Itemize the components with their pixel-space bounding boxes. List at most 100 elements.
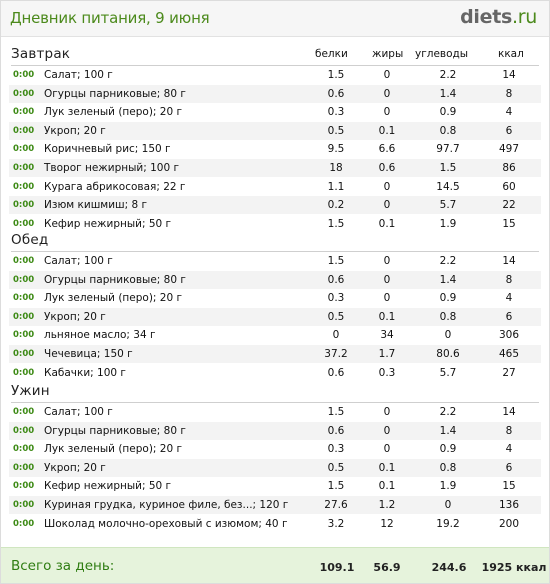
entry-time: 0:00 [13,462,35,473]
food-kcal: 8 [505,87,513,100]
food-row[interactable]: 0:00 Огурцы парниковые; 80 г 0.6 0 1.4 8 [9,270,541,289]
entry-time: 0:00 [13,256,35,266]
food-name: Огурцы парниковые; 80 г [44,87,186,100]
entry-time: 0:00 [13,88,35,99]
entry-time: 0:00 [13,218,35,229]
entry-time: 0:00 [13,70,35,80]
entry-time: 0:00 [13,274,35,285]
food-fat: 0 [383,273,391,286]
food-protein: 0.3 [327,292,345,305]
food-kcal: 15 [502,217,516,230]
entry-time: 0:00 [13,349,35,359]
food-row[interactable]: 0:00 Лук зеленый (перо); 20 г 0.3 0 0.9 4 [9,103,541,121]
entry-time: 0:00 [13,407,35,417]
food-row[interactable]: 0:00 Укроп; 20 г 0.5 0.1 0.8 6 [9,121,541,140]
food-row[interactable]: 0:00 Лук зеленый (перо); 20 г 0.3 0 0.9 4 [9,289,541,307]
entry-time: 0:00 [13,125,35,136]
food-kcal: 465 [498,348,520,360]
food-fat: 0 [383,106,391,119]
food-row[interactable]: 0:00 льняное масло; 34 г 0 34 0 306 [9,326,541,344]
food-protein: 1.5 [327,217,345,230]
food-row[interactable]: 0:00 Курага абрикосовая; 22 г 1.1 0 14.5 60 [9,178,541,196]
food-row[interactable]: 0:00 Лук зеленый (перо); 20 г 0.3 0 0.9 4 [9,440,541,458]
food-protein: 1.1 [327,180,345,193]
food-kcal: 497 [498,143,520,156]
food-fat: 12 [380,517,394,530]
food-kcal: 22 [502,199,516,212]
entry-time: 0:00 [13,311,35,322]
food-protein: 27.6 [324,499,348,511]
food-row[interactable]: 0:00 Укроп; 20 г 0.5 0.1 0.8 6 [9,458,541,477]
food-fat: 0 [383,406,391,418]
food-fat: 0.1 [378,124,396,137]
food-row[interactable]: 0:00 Кефир нежирный; 50 г 1.5 0.1 1.9 15 [9,477,541,495]
food-row[interactable]: 0:00 Кефир нежирный; 50 г 1.5 0.1 1.9 15 [9,215,541,233]
food-name: Творог нежирный; 100 г [44,162,179,174]
total-carbs: 244.6 [431,561,467,574]
food-name: Коричневый рис; 150 г [44,143,171,156]
entry-time: 0:00 [13,200,35,211]
food-row[interactable]: 0:00 Шоколад молочно-ореховый с изюмом; 4… [9,515,541,533]
food-row[interactable]: 0:00 Коричневый рис; 150 г 9.5 6.6 97.7 497 [9,140,541,158]
food-row[interactable]: 0:00 Творог нежирный; 100 г 18 0.6 1.5 86 [9,159,541,177]
food-carbs: 1.9 [439,217,457,230]
food-carbs: 1.5 [439,162,457,174]
entry-time: 0:00 [13,500,35,510]
food-name: Укроп; 20 г [44,310,106,323]
food-row[interactable]: 0:00 Кабачки; 100 г 0.6 0.3 5.7 27 [9,364,541,382]
food-row[interactable]: 0:00 Изюм кишмиш; 8 г 0.2 0 5.7 22 [9,196,541,215]
food-row[interactable]: 0:00 Салат; 100 г 1.5 0 2.2 14 [9,252,541,270]
food-carbs: 2.2 [439,69,457,81]
food-row[interactable]: 0:00 Огурцы парниковые; 80 г 0.6 0 1.4 8 [9,84,541,103]
food-protein: 0 [332,329,340,342]
food-fat: 0.1 [378,461,396,474]
food-row[interactable]: 0:00 Салат; 100 г 1.5 0 2.2 14 [9,403,541,421]
food-kcal: 6 [505,461,513,474]
entry-time: 0:00 [13,518,35,529]
food-carbs: 1.9 [439,480,457,493]
food-fat: 0 [383,69,391,81]
food-kcal: 60 [502,180,516,193]
entry-time: 0:00 [13,107,35,118]
page-header: Дневник питания, 9 июня diets.ru [1,1,549,37]
food-name: Салат; 100 г [44,406,113,418]
food-protein: 0.6 [327,273,345,286]
food-fat: 1.2 [378,499,396,511]
food-row[interactable]: 0:00 Салат; 100 г 1.5 0 2.2 14 [9,66,541,84]
food-fat: 0 [383,292,391,305]
food-name: Кефир нежирный; 50 г [44,217,172,230]
total-kcal: 1925 ккал [481,561,547,574]
food-name: Огурцы парниковые; 80 г [44,424,186,437]
food-kcal: 306 [498,329,520,342]
food-row[interactable]: 0:00 Чечевица; 150 г 37.2 1.7 80.6 465 [9,345,541,363]
entry-time: 0:00 [13,163,35,173]
food-row[interactable]: 0:00 Огурцы парниковые; 80 г 0.6 0 1.4 8 [9,421,541,440]
food-kcal: 200 [498,517,520,530]
food-row[interactable]: 0:00 Укроп; 20 г 0.5 0.1 0.8 6 [9,307,541,326]
entry-time: 0:00 [13,481,35,492]
food-row[interactable]: 0:00 Куриная грудка, куриное филе, без...… [9,496,541,514]
food-carbs: 97.7 [436,143,460,156]
food-carbs: 19.2 [436,517,460,530]
food-name: льняное масло; 34 г [44,329,156,342]
page-title: Дневник питания, 9 июня [10,9,210,27]
food-kcal: 86 [502,162,516,174]
food-name: Салат; 100 г [44,255,113,267]
meal-title: Ужин [11,383,50,399]
site-logo[interactable]: diets.ru [460,6,537,28]
meal-divider [11,402,539,403]
food-protein: 1.5 [327,406,345,418]
food-name: Чечевица; 150 г [44,348,133,360]
food-protein: 0.5 [327,461,345,474]
food-name: Салат; 100 г [44,69,113,81]
column-header-carbs: углеводы [415,48,469,60]
total-fat: 56.9 [373,561,401,574]
food-protein: 0.6 [327,87,345,100]
entry-time: 0:00 [13,181,35,192]
food-fat: 0.3 [378,366,396,379]
food-protein: 18 [329,162,343,174]
daily-total-bar: Всего за день: 109.1 56.9 244.6 1925 кка… [1,547,549,583]
meal-title: Завтрак [11,46,71,62]
food-protein: 3.2 [327,517,345,530]
food-kcal: 14 [502,255,516,267]
